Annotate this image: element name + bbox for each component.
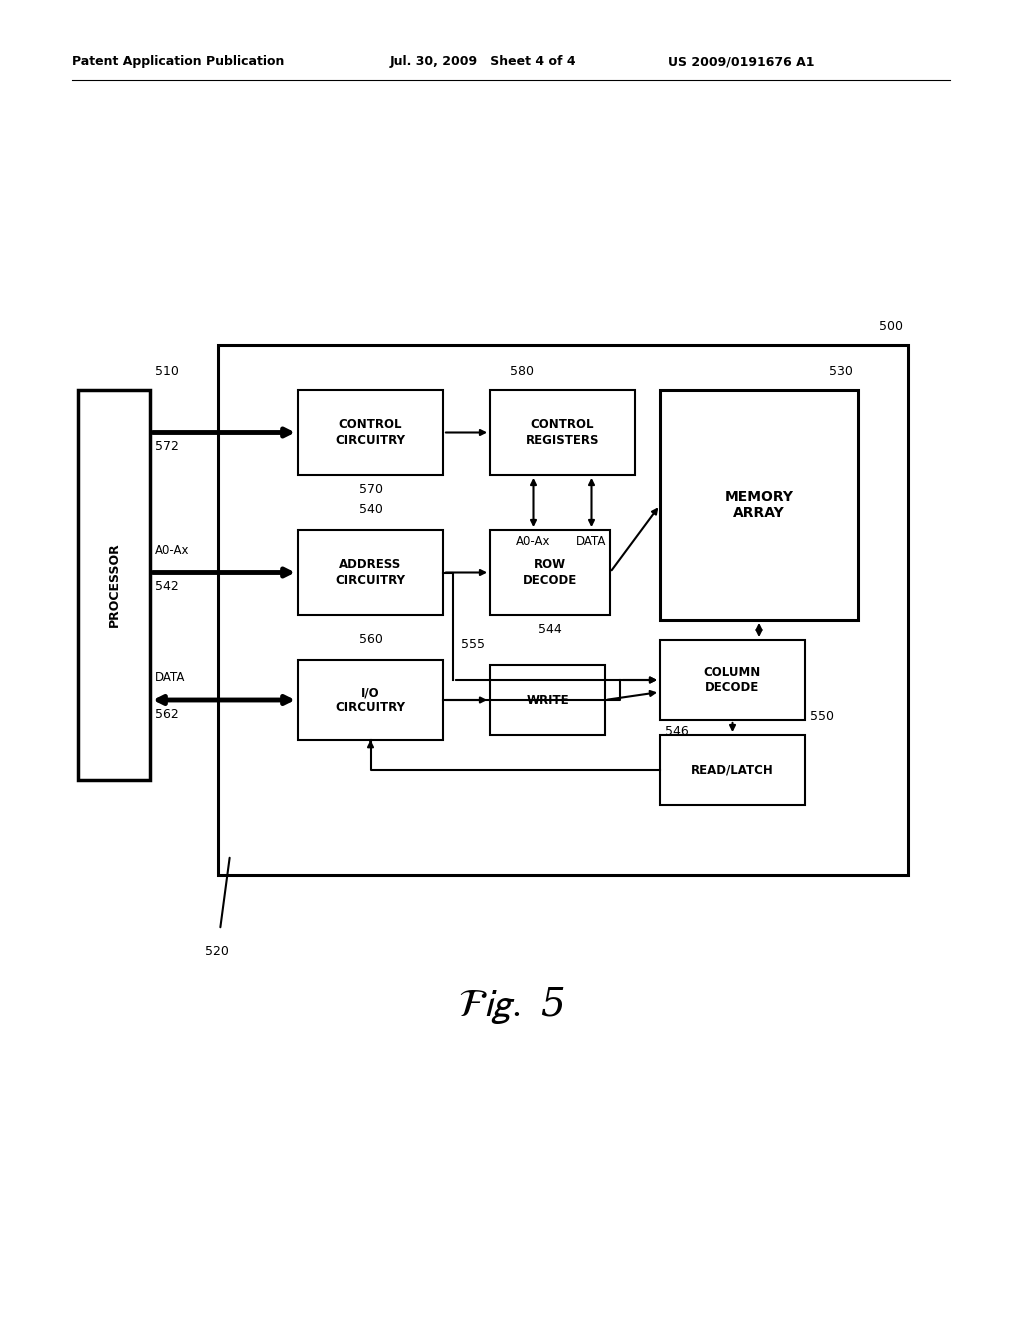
Text: 580: 580 [510,366,534,378]
Text: WRITE: WRITE [526,693,568,706]
Text: 540: 540 [358,503,382,516]
Text: 500: 500 [879,319,903,333]
Bar [660,640,805,719]
Text: 555: 555 [461,638,485,651]
Text: 570: 570 [358,483,383,496]
Text: I/O
CIRCUITRY: I/O CIRCUITRY [336,686,406,714]
Text: US 2009/0191676 A1: US 2009/0191676 A1 [668,55,814,69]
Bar [490,665,605,735]
Text: A0-Ax: A0-Ax [155,544,189,557]
Bar [218,345,908,875]
Bar [660,389,858,620]
Text: 562: 562 [155,708,179,721]
Text: 510: 510 [155,366,179,378]
Text: 544: 544 [539,623,562,636]
Text: 520: 520 [205,945,229,958]
Text: ADDRESS
CIRCUITRY: ADDRESS CIRCUITRY [336,558,406,586]
Text: Jul. 30, 2009   Sheet 4 of 4: Jul. 30, 2009 Sheet 4 of 4 [390,55,577,69]
Text: $\mathcal{Fig.}$ 5: $\mathcal{Fig.}$ 5 [459,985,565,1026]
Text: 530: 530 [829,366,853,378]
Text: 542: 542 [155,581,179,594]
Bar [298,660,443,741]
Text: MEMORY
ARRAY: MEMORY ARRAY [725,490,794,520]
Text: COLUMN
DECODE: COLUMN DECODE [703,667,761,694]
Text: 550: 550 [810,710,834,723]
Text: ROW
DECODE: ROW DECODE [523,558,578,586]
Text: CONTROL
CIRCUITRY: CONTROL CIRCUITRY [336,418,406,446]
Bar [490,389,635,475]
Bar [660,735,805,805]
Text: 560: 560 [358,634,382,645]
Text: 546: 546 [665,725,689,738]
Bar [298,389,443,475]
Text: Patent Application Publication: Patent Application Publication [72,55,285,69]
Bar [298,531,443,615]
Text: 572: 572 [155,441,179,454]
Text: DATA: DATA [577,535,606,548]
Text: CONTROL
REGISTERS: CONTROL REGISTERS [525,418,599,446]
Text: PROCESSOR: PROCESSOR [108,543,121,627]
Text: DATA: DATA [155,671,185,684]
Bar [490,531,610,615]
Text: A0-Ax: A0-Ax [516,535,551,548]
Bar [78,389,150,780]
Text: READ/LATCH: READ/LATCH [691,763,774,776]
